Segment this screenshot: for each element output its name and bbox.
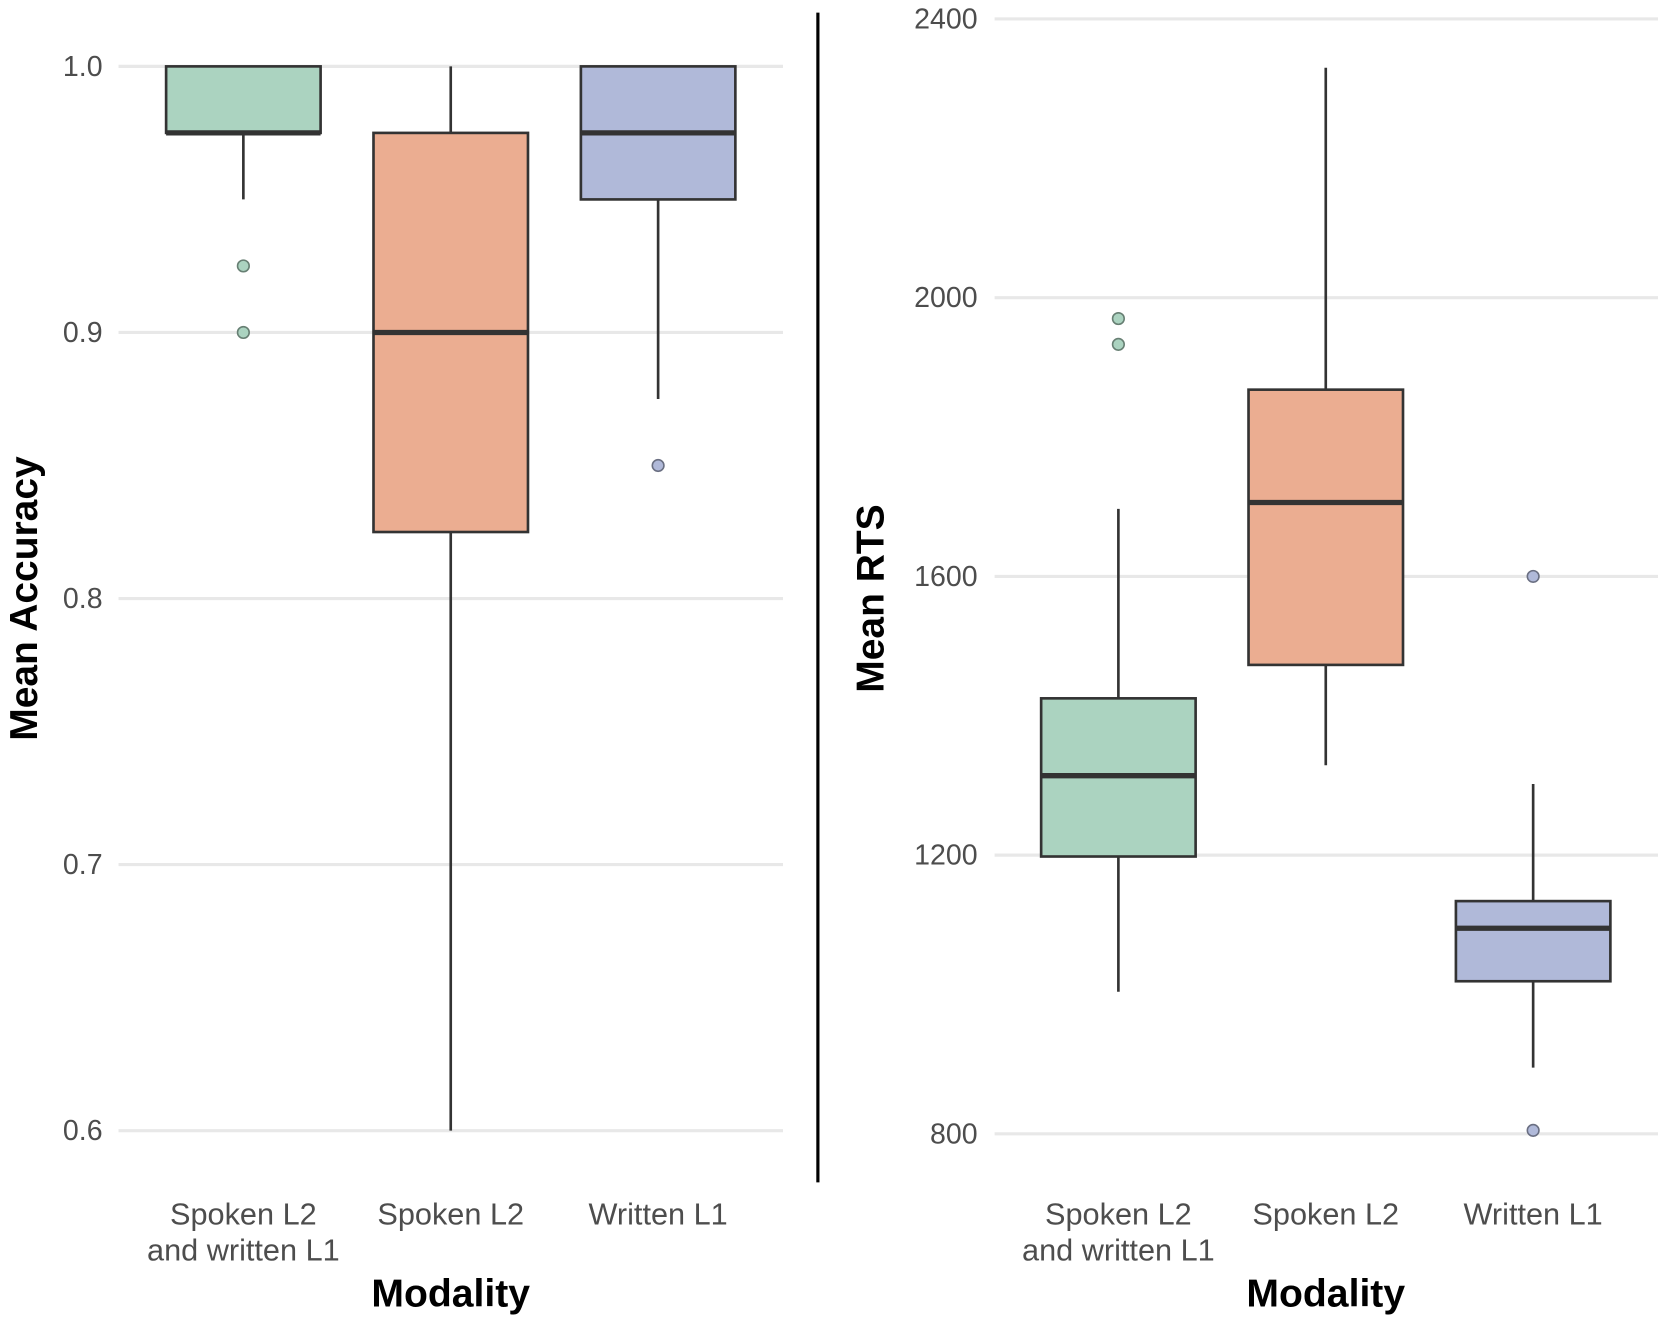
x-tick-label: Written L1 [1464, 1198, 1603, 1232]
y-axis-title: Mean Accuracy [3, 456, 46, 741]
x-axis-title: Modality [371, 1273, 530, 1316]
box-group [1454, 569, 1612, 1137]
x-axis-title: Modality [1246, 1273, 1405, 1316]
y-tick-label: 1.0 [63, 51, 103, 83]
outlier-point [651, 458, 665, 473]
outlier-point [236, 259, 250, 273]
outlier-point [1526, 569, 1540, 583]
y-tick-label: 0.8 [63, 583, 103, 615]
x-tick-label: Spoken L2 [1252, 1198, 1399, 1232]
box-group [164, 65, 322, 340]
box-group [1247, 67, 1405, 766]
outlier-point [1111, 312, 1125, 326]
x-tick-label: Spoken L2 [170, 1198, 317, 1232]
x-tick-label: Written L1 [589, 1198, 728, 1232]
box [164, 65, 322, 135]
y-tick-label: 2000 [914, 282, 978, 314]
y-tick-label: 0.7 [63, 849, 103, 881]
box [1247, 388, 1405, 667]
y-tick-label: 800 [930, 1118, 978, 1150]
outlier-point [236, 325, 250, 340]
outlier-point [1526, 1123, 1540, 1137]
panel-1: 0.6 0.7 0.8 0.9 1.0 Mean Accuracy Modality Spok… [3, 51, 783, 1316]
y-tick-label: 1600 [914, 561, 978, 593]
box-group [579, 65, 737, 473]
outlier-point [1111, 337, 1125, 351]
y-tick-label: 1200 [914, 840, 978, 872]
y-tick-label: 0.6 [63, 1115, 103, 1147]
y-tick-label: 2400 [914, 4, 978, 36]
box-group [372, 66, 530, 1131]
x-tick-label: Spoken L2 [1045, 1198, 1192, 1232]
box-group [1039, 312, 1197, 992]
x-tick-label: and written L1 [147, 1233, 340, 1267]
x-tick-label: Spoken L2 [377, 1198, 524, 1232]
y-axis-title: Mean RTS [849, 504, 892, 692]
y-tick-label: 0.9 [63, 317, 103, 349]
panel-2: 800 1200 1600 2000 2400 Mean RTS Modality Spoke… [849, 4, 1658, 1316]
x-tick-label: and written L1 [1022, 1233, 1215, 1267]
box [1454, 899, 1612, 983]
